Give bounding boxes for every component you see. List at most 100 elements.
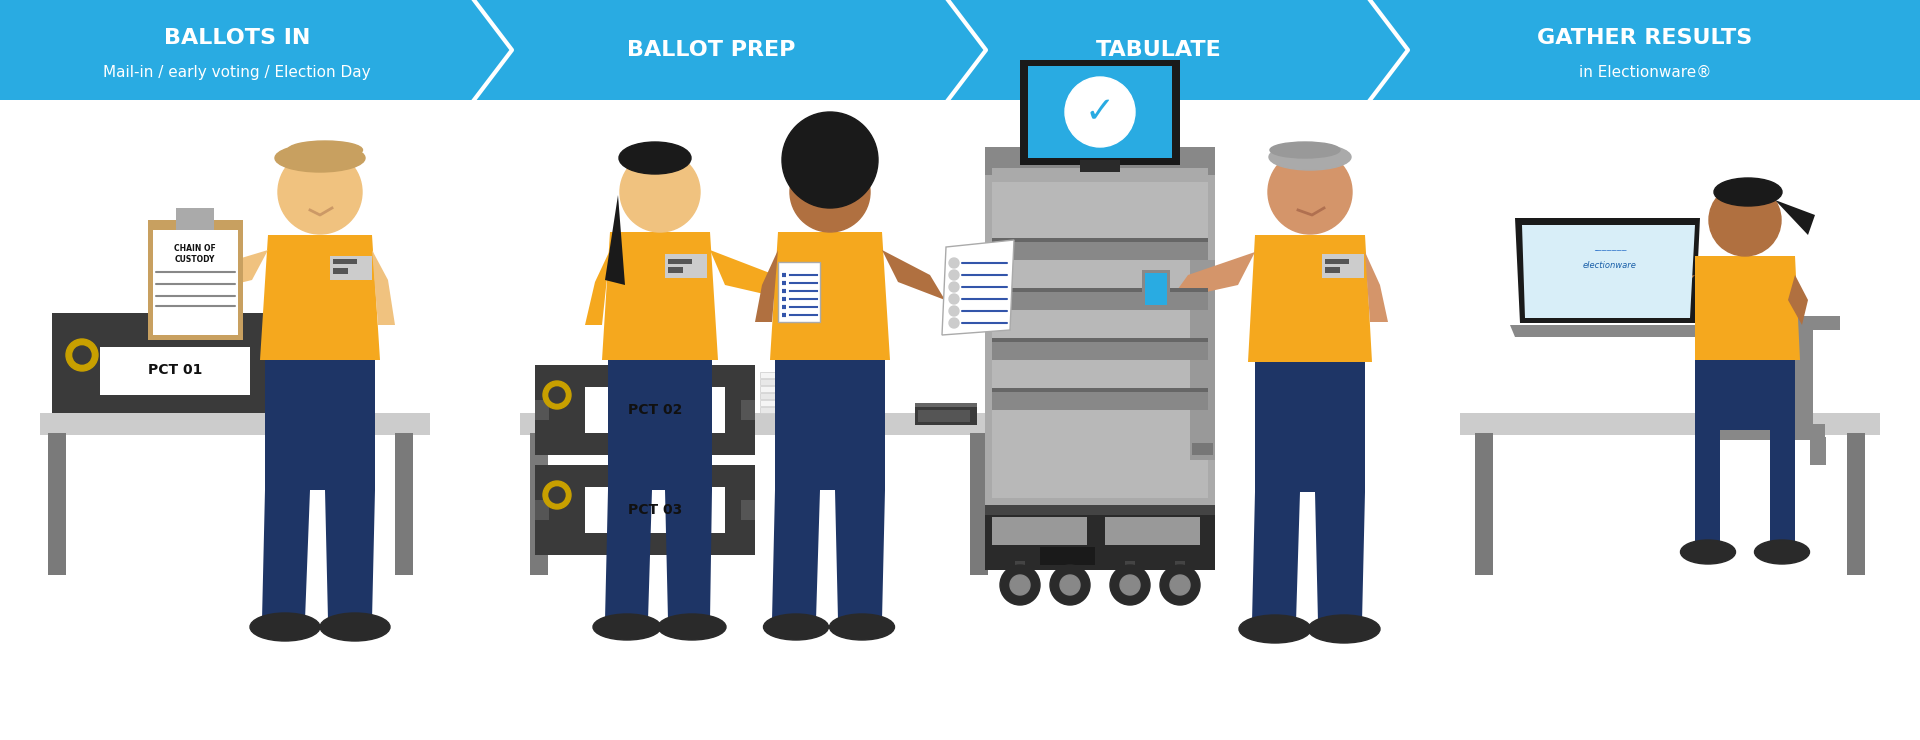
- Polygon shape: [910, 0, 1407, 100]
- Polygon shape: [1592, 275, 1695, 318]
- Circle shape: [789, 152, 870, 232]
- Bar: [741, 500, 755, 520]
- Ellipse shape: [288, 141, 363, 159]
- Ellipse shape: [1269, 142, 1340, 158]
- Bar: [177, 208, 213, 230]
- Bar: [586, 487, 726, 533]
- Bar: [820, 393, 876, 399]
- Polygon shape: [603, 232, 718, 360]
- Bar: [1175, 561, 1185, 573]
- Polygon shape: [1509, 325, 1711, 337]
- Bar: [1847, 433, 1864, 575]
- Ellipse shape: [593, 614, 660, 640]
- Bar: [1695, 437, 1711, 465]
- Bar: [538, 400, 593, 406]
- Polygon shape: [881, 250, 945, 300]
- Polygon shape: [0, 0, 513, 100]
- Bar: [993, 168, 1208, 182]
- Bar: [1459, 413, 1880, 435]
- Circle shape: [781, 112, 877, 208]
- Bar: [993, 292, 1208, 310]
- Bar: [778, 262, 820, 322]
- Bar: [1780, 316, 1839, 330]
- Bar: [993, 238, 1208, 242]
- Bar: [1695, 424, 1826, 440]
- Bar: [985, 147, 1215, 175]
- Polygon shape: [776, 360, 885, 490]
- Polygon shape: [372, 250, 396, 325]
- Ellipse shape: [1269, 144, 1352, 170]
- Bar: [918, 410, 970, 422]
- Bar: [760, 407, 814, 413]
- Bar: [538, 393, 593, 399]
- Ellipse shape: [618, 142, 691, 174]
- Bar: [668, 267, 684, 273]
- Bar: [993, 342, 1208, 360]
- Polygon shape: [265, 360, 374, 490]
- Text: GATHER RESULTS: GATHER RESULTS: [1538, 28, 1753, 48]
- Bar: [993, 182, 1208, 498]
- Polygon shape: [1365, 252, 1388, 322]
- Polygon shape: [755, 250, 778, 322]
- Circle shape: [948, 258, 958, 268]
- Circle shape: [948, 306, 958, 316]
- Text: BALLOTS IN: BALLOTS IN: [163, 28, 311, 48]
- Polygon shape: [436, 0, 987, 100]
- Bar: [760, 379, 814, 385]
- Circle shape: [1000, 565, 1041, 605]
- Bar: [1144, 273, 1167, 305]
- Circle shape: [1010, 575, 1029, 595]
- Circle shape: [620, 152, 701, 232]
- Text: electionware: electionware: [1584, 260, 1638, 269]
- Circle shape: [948, 282, 958, 292]
- Text: PCT 02: PCT 02: [628, 403, 682, 417]
- Polygon shape: [1332, 0, 1920, 100]
- Circle shape: [1160, 565, 1200, 605]
- Polygon shape: [1695, 360, 1795, 430]
- Bar: [332, 259, 357, 264]
- Bar: [1020, 60, 1181, 165]
- Polygon shape: [605, 195, 626, 285]
- Bar: [330, 256, 372, 280]
- Polygon shape: [171, 250, 269, 300]
- Circle shape: [1050, 565, 1091, 605]
- Polygon shape: [1256, 362, 1365, 492]
- Circle shape: [543, 481, 570, 509]
- Bar: [536, 400, 549, 420]
- Text: in Electionware®: in Electionware®: [1578, 64, 1711, 79]
- Circle shape: [1066, 77, 1135, 147]
- Circle shape: [549, 487, 564, 503]
- Text: PCT 01: PCT 01: [148, 363, 202, 377]
- Bar: [599, 393, 655, 399]
- Bar: [985, 175, 1215, 505]
- Bar: [993, 288, 1208, 292]
- Text: CUSTODY: CUSTODY: [175, 255, 215, 263]
- Bar: [760, 372, 814, 378]
- Bar: [586, 387, 726, 433]
- Bar: [1027, 66, 1171, 158]
- Bar: [1066, 561, 1075, 573]
- Bar: [741, 400, 755, 420]
- Bar: [1475, 433, 1494, 575]
- Bar: [1192, 443, 1213, 455]
- Circle shape: [1169, 575, 1190, 595]
- Ellipse shape: [1715, 178, 1782, 206]
- Polygon shape: [605, 490, 653, 620]
- Bar: [985, 515, 1215, 570]
- Bar: [1325, 259, 1350, 264]
- Polygon shape: [1515, 218, 1699, 323]
- Text: ━━━━━━━━━━━━━: ━━━━━━━━━━━━━: [1594, 249, 1626, 253]
- Polygon shape: [1788, 275, 1809, 325]
- Text: CHAIN OF: CHAIN OF: [175, 243, 215, 252]
- Bar: [993, 242, 1208, 260]
- Bar: [538, 407, 593, 413]
- Bar: [970, 433, 989, 575]
- Bar: [536, 500, 549, 520]
- Bar: [536, 365, 755, 455]
- Bar: [1811, 437, 1826, 465]
- Ellipse shape: [1755, 540, 1809, 564]
- Circle shape: [1709, 184, 1782, 256]
- Bar: [52, 313, 267, 413]
- Text: Mail-in / early voting / Election Day: Mail-in / early voting / Election Day: [104, 64, 371, 79]
- Polygon shape: [1315, 492, 1365, 622]
